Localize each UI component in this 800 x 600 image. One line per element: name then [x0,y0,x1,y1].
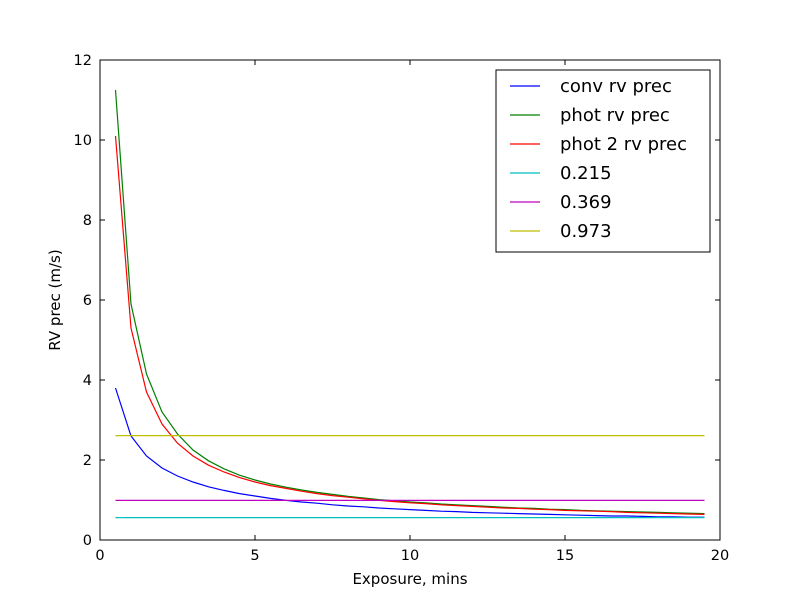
legend-label: conv rv prec [560,76,672,97]
ticks-layer: 0 5 10 15 20 0 2 4 6 8 10 12 [74,53,730,564]
legend-label: 0.369 [560,192,612,213]
series-line-0 [114,387,705,518]
x-tick-label: 10 [401,548,419,564]
series-layer [114,89,705,519]
y-tick-label: 8 [83,213,92,229]
legend-box [495,69,711,253]
legend-label: 0.215 [560,163,612,184]
y-tick-label: 4 [83,373,92,389]
series-line-2 [114,135,705,515]
legend-label: 0.973 [560,221,612,242]
legend-label: phot rv prec [560,105,670,126]
y-tick-label: 10 [74,133,92,149]
legend: conv rv prec phot rv prec phot 2 rv prec 0.… [495,69,711,253]
y-tick-label: 12 [74,53,92,69]
x-tick-label: 20 [711,548,729,564]
y-tick-label: 6 [83,293,92,309]
x-tick-label: 5 [250,548,259,564]
x-tick-label: 0 [95,548,104,564]
legend-label: phot 2 rv prec [560,134,687,155]
y-tick-label: 2 [83,453,92,469]
y-tick-label: 0 [83,533,92,549]
y-axis-label: RV prec (m/s) [46,249,64,350]
x-tick-label: 15 [556,548,574,564]
x-axis-label: Exposure, mins [352,570,467,588]
